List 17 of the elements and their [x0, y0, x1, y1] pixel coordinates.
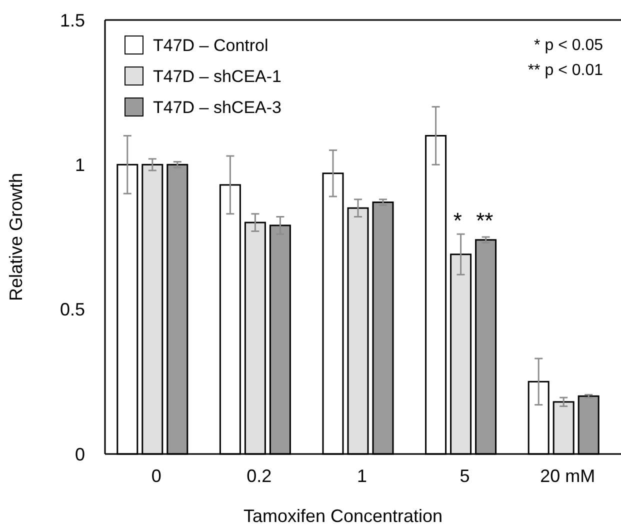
x-tick-label: 0	[151, 466, 162, 486]
y-tick-label: 1.5	[60, 10, 85, 30]
annotation: * **	[453, 208, 494, 234]
y-tick-label: 0	[74, 444, 85, 464]
legend-label: T47D – shCEA-1	[153, 66, 282, 86]
legend-label: T47D – shCEA-3	[153, 98, 282, 117]
y-tick-label: 1	[74, 154, 85, 175]
annotation: * p < 0.05	[534, 37, 604, 54]
x-tick-label: 1	[356, 466, 368, 486]
x-axis-title: Tamoxifen Concentration	[243, 506, 443, 526]
x-tick-label: 5	[460, 466, 470, 486]
y-axis-title: Relative Growth	[6, 172, 26, 302]
annotation: ** p < 0.01	[528, 62, 604, 79]
x-tick-label: 20 mM	[540, 466, 596, 486]
y-tick-label: 0.5	[60, 300, 85, 320]
x-tick-label: 0.2	[246, 466, 272, 486]
legend-label: T47D – Control	[153, 36, 268, 55]
